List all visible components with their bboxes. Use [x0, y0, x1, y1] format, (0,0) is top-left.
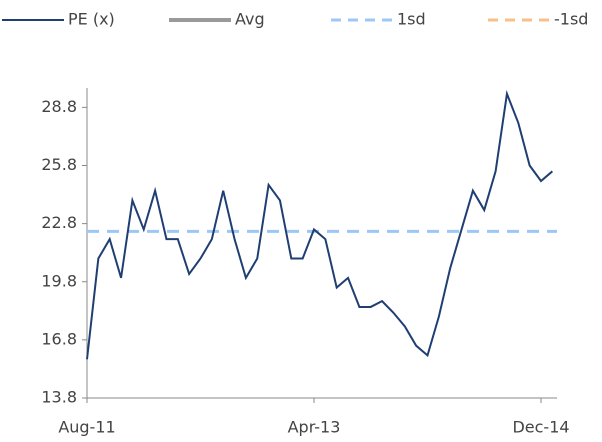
x-tick-label: Aug-11 [58, 418, 115, 437]
legend-label: -1sd [554, 10, 588, 29]
y-tick-label: 22.8 [41, 213, 77, 232]
pe-line [86, 89, 553, 360]
x-tick-label: Apr-13 [288, 418, 341, 437]
legend-label: PE (x) [68, 10, 115, 29]
legend-label: 1sd [397, 10, 426, 29]
y-tick-label: 19.8 [41, 271, 77, 290]
y-tick-label: 13.8 [41, 388, 77, 407]
y-tick-label: 16.8 [41, 329, 77, 348]
x-tick-label: Dec-14 [512, 418, 569, 437]
legend-label: Avg [235, 10, 265, 29]
y-tick-label: 25.8 [41, 155, 77, 174]
y-tick-label: 28.8 [41, 97, 77, 116]
